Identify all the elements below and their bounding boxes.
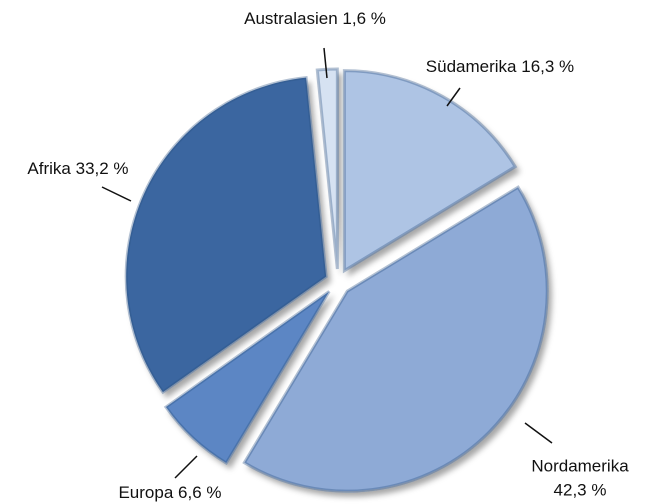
category-name: Südamerika	[426, 57, 517, 76]
value-label: 16,3 %	[521, 57, 574, 76]
category-name: Afrika	[27, 159, 71, 178]
leader-line	[446, 87, 461, 107]
leader-line	[323, 47, 328, 79]
value-label: 1,6 %	[342, 9, 385, 28]
category-name: Australasien	[244, 9, 338, 28]
pie-slice	[315, 67, 339, 270]
value-label: 33,2 %	[76, 159, 129, 178]
slice-label: Australasien 1,6 %	[244, 9, 386, 28]
slice-label: Afrika 33,2 %	[27, 159, 128, 178]
pie-slice	[124, 75, 328, 395]
pie	[124, 67, 549, 493]
pie-slice	[242, 185, 549, 493]
slice-label: Nordamerika	[531, 456, 629, 475]
leader-line	[174, 455, 198, 479]
value-label: 42,3 %	[554, 480, 607, 499]
leader-line	[524, 422, 553, 444]
category-name: Europa	[118, 483, 173, 502]
leader-line	[101, 186, 132, 202]
slice-label: Europa 6,6 %	[118, 483, 221, 502]
pie-slice	[342, 69, 518, 274]
value-label: 6,6 %	[178, 483, 221, 502]
pie-slice	[163, 290, 331, 466]
slice-label: Südamerika 16,3 %	[426, 57, 574, 76]
labels: Südamerika 16,3 % Nordamerika 42,3 % Europa…	[27, 9, 629, 502]
